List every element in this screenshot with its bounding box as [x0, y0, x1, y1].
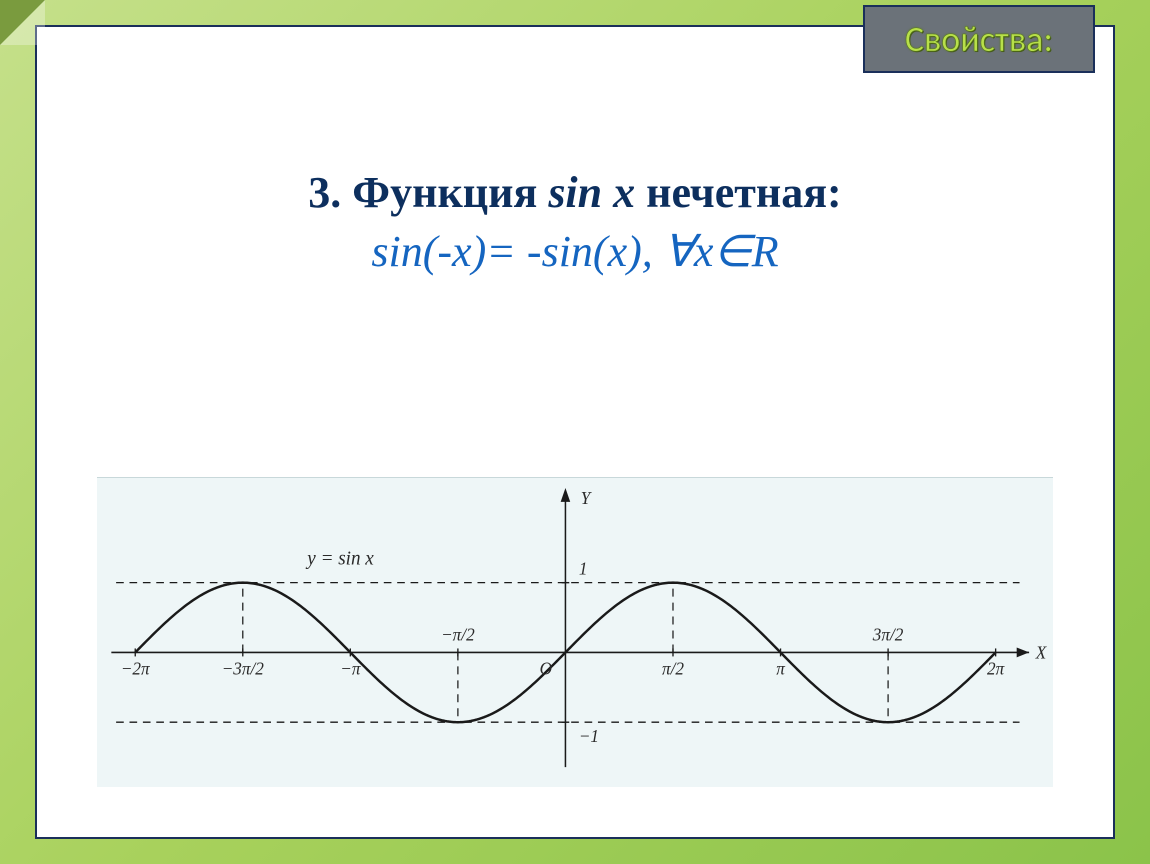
svg-text:O: O: [540, 658, 553, 678]
svg-text:X: X: [1035, 642, 1048, 662]
title-function: sin x: [548, 168, 635, 217]
formula: sin(-x)= -sin(x), ∀x∈R: [77, 226, 1073, 277]
svg-text:−3π/2: −3π/2: [222, 658, 264, 678]
svg-text:y = sin x: y = sin x: [305, 548, 374, 569]
content-area: 3. Функция sin x нечетная: sin(-x)= -sin…: [77, 167, 1073, 277]
svg-text:π: π: [776, 658, 786, 678]
svg-text:−π/2: −π/2: [441, 624, 475, 644]
property-title: 3. Функция sin x нечетная:: [77, 167, 1073, 218]
corner-fold: [0, 0, 45, 45]
svg-text:3π/2: 3π/2: [872, 624, 904, 644]
svg-text:−π: −π: [340, 658, 361, 678]
svg-text:Y: Y: [581, 488, 593, 508]
svg-text:−1: −1: [579, 726, 599, 746]
svg-text:2π: 2π: [987, 658, 1005, 678]
slide-frame: 3. Функция sin x нечетная: sin(-x)= -sin…: [35, 25, 1115, 839]
sine-graph: −2π −3π/2 −π −π/2 π/2 π 3π/2 2π 1 −1 Y X Oy = sin x: [97, 478, 1053, 787]
properties-tab: Свойства:: [863, 5, 1095, 73]
title-prefix: 3. Функция: [308, 168, 548, 217]
svg-text:π/2: π/2: [662, 658, 684, 678]
svg-text:1: 1: [579, 558, 588, 578]
graph-panel: −2π −3π/2 −π −π/2 π/2 π 3π/2 2π 1 −1 Y X Oy = sin x: [97, 477, 1053, 787]
tab-label: Свойства:: [905, 17, 1053, 61]
svg-text:−2π: −2π: [121, 658, 151, 678]
title-suffix: нечетная:: [635, 168, 842, 217]
